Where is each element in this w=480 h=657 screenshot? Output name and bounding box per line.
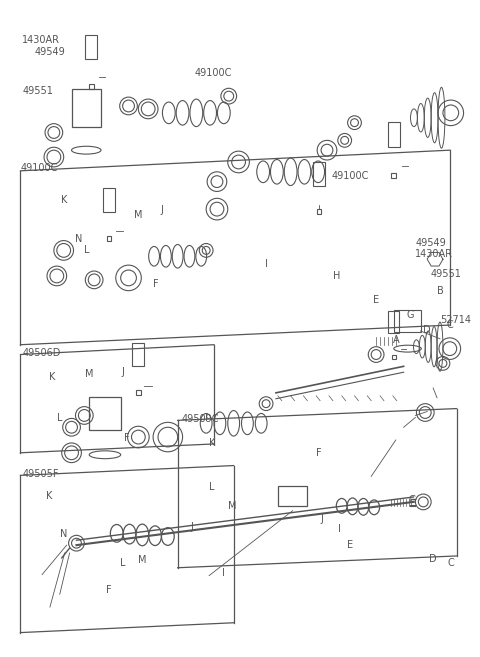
Text: J: J xyxy=(121,367,124,377)
Text: N: N xyxy=(60,530,67,539)
Text: G: G xyxy=(408,495,416,505)
Bar xyxy=(72,89,101,127)
Text: N: N xyxy=(75,234,83,244)
Text: I: I xyxy=(222,568,225,578)
Text: 49506D: 49506D xyxy=(23,348,61,357)
Text: J: J xyxy=(190,522,193,532)
Bar xyxy=(85,35,97,59)
Text: 49549: 49549 xyxy=(34,47,65,57)
Text: E: E xyxy=(347,540,353,550)
Text: F: F xyxy=(316,448,322,458)
Text: 49551: 49551 xyxy=(430,269,461,279)
Text: 49505F: 49505F xyxy=(23,470,59,480)
Text: C: C xyxy=(446,320,453,330)
Text: C: C xyxy=(447,558,454,568)
Bar xyxy=(388,311,399,333)
Text: E: E xyxy=(373,294,379,305)
Text: A: A xyxy=(393,335,399,345)
Text: 49100C: 49100C xyxy=(21,163,58,173)
Text: F: F xyxy=(153,279,159,289)
Text: J: J xyxy=(321,514,324,524)
Bar xyxy=(107,236,111,240)
Bar xyxy=(394,310,421,332)
Text: 49100C: 49100C xyxy=(332,171,369,181)
Text: I: I xyxy=(264,260,267,269)
Text: K: K xyxy=(46,491,52,501)
Text: 49509C: 49509C xyxy=(181,415,219,424)
Text: I: I xyxy=(338,524,341,533)
Text: 49100C: 49100C xyxy=(194,68,232,78)
Text: 49551: 49551 xyxy=(23,86,53,97)
Text: L: L xyxy=(120,558,125,568)
Bar xyxy=(317,209,322,214)
Bar xyxy=(392,355,396,359)
Text: 1430AR: 1430AR xyxy=(415,250,454,260)
Text: I: I xyxy=(204,413,207,424)
Bar xyxy=(89,84,94,89)
Text: G: G xyxy=(407,310,414,321)
Text: K: K xyxy=(209,438,215,448)
Bar xyxy=(278,486,307,506)
Bar xyxy=(136,390,141,395)
Bar xyxy=(89,397,120,430)
Text: 1430AR: 1430AR xyxy=(23,35,60,45)
Text: L: L xyxy=(209,482,215,492)
Text: M: M xyxy=(134,210,143,220)
Text: L: L xyxy=(57,413,62,424)
Text: M: M xyxy=(228,501,237,511)
Text: L: L xyxy=(84,246,89,256)
Text: J: J xyxy=(160,205,163,215)
Text: 52714: 52714 xyxy=(440,315,471,325)
Bar xyxy=(313,162,325,185)
Text: B: B xyxy=(437,286,444,296)
Text: K: K xyxy=(48,373,55,382)
Text: F: F xyxy=(106,585,111,595)
Text: 49549: 49549 xyxy=(415,238,446,248)
Bar xyxy=(392,173,396,177)
Text: M: M xyxy=(138,555,146,565)
Text: D: D xyxy=(429,554,437,564)
Bar xyxy=(388,122,400,147)
Bar xyxy=(132,343,144,367)
Bar xyxy=(103,189,115,212)
Text: K: K xyxy=(61,195,68,206)
Text: M: M xyxy=(85,369,94,379)
Text: D: D xyxy=(423,325,431,335)
Text: H: H xyxy=(333,271,340,281)
Text: F: F xyxy=(124,433,129,443)
